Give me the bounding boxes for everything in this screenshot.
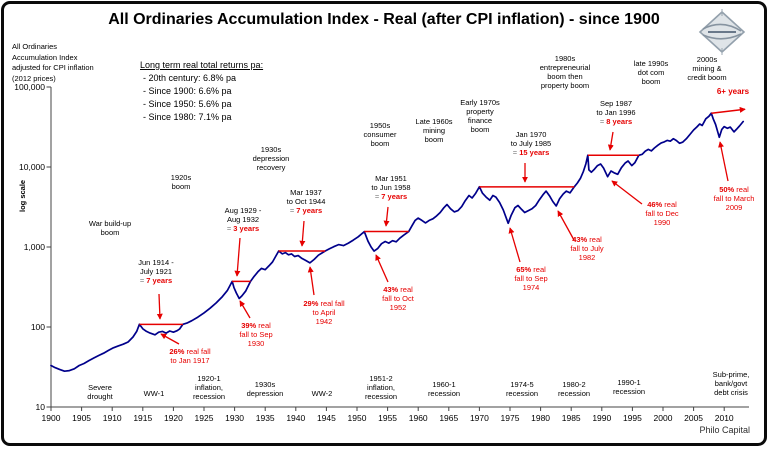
y-tick-label: 10,000: [19, 162, 45, 172]
x-tick-label: 1910: [103, 413, 122, 423]
x-tick-label: 1925: [195, 413, 214, 423]
x-tick-label: 1970: [470, 413, 489, 423]
annotation-arrow: [607, 131, 614, 151]
y-tick-label: 100,000: [14, 82, 45, 92]
x-tick-label: 1905: [72, 413, 91, 423]
annotation-arrow: [383, 206, 390, 227]
annotation-arrow: [718, 141, 729, 182]
x-tick-label: 1980: [531, 413, 550, 423]
y-axis-note: All Ordinaries Accumulation Index adjust…: [12, 42, 94, 83]
x-tick-label: 1930: [225, 413, 244, 423]
page-title: All Ordinaries Accumulation Index - Real…: [108, 11, 660, 28]
x-tick-label: 1955: [378, 413, 397, 423]
y-tick-label: 100: [31, 322, 45, 332]
annotation-arrow: [557, 210, 575, 241]
legend-item: - Since 1900: 6.6% pa: [143, 86, 232, 96]
x-tick-label: 1995: [623, 413, 642, 423]
x-tick-label: 1940: [286, 413, 305, 423]
x-tick-label: 1960: [409, 413, 428, 423]
philo-capital-logo: [698, 9, 746, 55]
annotation-arrow: [234, 237, 241, 277]
x-tick-label: 1920: [164, 413, 183, 423]
y-tick-label: 1,000: [24, 242, 46, 252]
returns-legend: Long term real total returns pa: - 20th …: [140, 60, 263, 124]
x-tick-label: 1990: [592, 413, 611, 423]
legend-item: - Since 1980: 7.1% pa: [143, 112, 232, 122]
x-tick-label: 1950: [348, 413, 367, 423]
annotation-arrow: [239, 300, 251, 319]
annotation-arrow: [508, 227, 521, 263]
x-tick-label: 1935: [256, 413, 275, 423]
x-tick-label: 2010: [715, 413, 734, 423]
source-credit: Philo Capital: [699, 425, 750, 435]
legend-item: - Since 1950: 5.6% pa: [143, 99, 232, 109]
y-tick-label: 10: [36, 402, 46, 412]
x-tick-label: 2000: [654, 413, 673, 423]
recovery-line: [711, 106, 746, 114]
x-tick-label: 1900: [42, 413, 61, 423]
legend-item: - 20th century: 6.8% pa: [143, 73, 237, 83]
annotation-arrow: [156, 293, 163, 320]
annotation-arrow: [160, 333, 180, 345]
x-tick-label: 1965: [439, 413, 458, 423]
x-tick-label: 1975: [501, 413, 520, 423]
index-series-line: [50, 112, 745, 373]
annotation-arrow: [299, 220, 306, 247]
x-tick-label: 1915: [133, 413, 152, 423]
x-tick-label: 1945: [317, 413, 336, 423]
annotation-arrow: [611, 180, 643, 205]
annotation-arrow: [307, 266, 315, 296]
x-tick-label: 2005: [684, 413, 703, 423]
x-tick-label: 1985: [562, 413, 581, 423]
legend-heading: Long term real total returns pa:: [140, 60, 264, 70]
annotation-arrow: [375, 254, 389, 283]
